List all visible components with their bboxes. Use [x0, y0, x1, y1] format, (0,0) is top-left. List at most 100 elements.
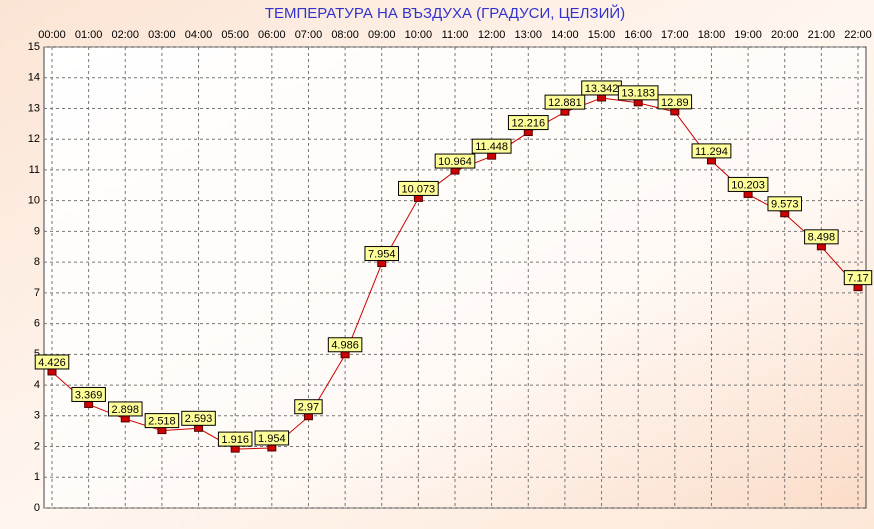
y-tick-label: 1 — [34, 471, 40, 483]
y-tick-label: 11 — [29, 164, 40, 176]
value-label: 7.17 — [847, 273, 868, 285]
marker — [84, 400, 94, 408]
y-tick-label: 3 — [34, 410, 40, 422]
marker — [670, 108, 680, 116]
value-label-box — [217, 431, 253, 447]
value-label-box — [434, 153, 476, 169]
value-label: 11.448 — [475, 141, 508, 153]
value-label-box — [71, 386, 106, 402]
value-label-box — [843, 270, 873, 286]
value-label: 13.342 — [585, 83, 619, 95]
marker — [816, 243, 826, 251]
value-label: 12.216 — [511, 117, 545, 129]
marker — [157, 427, 167, 435]
y-tick-label: 12 — [28, 133, 40, 145]
x-tick-label: 11:00 — [442, 29, 469, 41]
value-label-box — [767, 196, 802, 212]
y-tick-label: 2 — [34, 440, 40, 452]
value-label: 13.183 — [621, 88, 655, 100]
y-tick-label: 4 — [34, 379, 40, 391]
value-label-box — [294, 399, 323, 415]
marker — [487, 152, 497, 160]
x-tick-label: 19:00 — [734, 29, 762, 41]
value-label: 8.498 — [808, 232, 836, 244]
x-tick-label: 06:00 — [258, 29, 286, 41]
y-tick-label: 9 — [34, 225, 40, 237]
x-tick-label: 04:00 — [185, 29, 213, 41]
value-label: 2.97 — [298, 402, 319, 414]
value-label: 12.881 — [548, 97, 582, 109]
value-label: 10.073 — [402, 183, 436, 195]
value-label: 2.518 — [148, 416, 176, 428]
y-tick-label: 13 — [28, 102, 40, 114]
marker — [194, 424, 204, 432]
x-tick-label: 08:00 — [331, 29, 359, 41]
value-label-box — [727, 176, 769, 192]
x-tick-label: 10:00 — [405, 29, 433, 41]
x-tick-label: 07:00 — [295, 29, 323, 41]
value-label: 7.954 — [368, 248, 396, 260]
value-label: 4.986 — [331, 340, 359, 352]
value-label-box — [144, 413, 180, 429]
value-label-box — [254, 430, 290, 446]
y-tick-label: 5 — [34, 348, 40, 360]
value-label-box — [108, 401, 143, 417]
value-label-box — [398, 180, 439, 196]
y-tick-label: 10 — [28, 195, 40, 207]
value-label: 11.294 — [695, 146, 728, 158]
y-tick-label: 6 — [34, 318, 40, 330]
x-tick-label: 15:00 — [588, 29, 616, 41]
x-tick-label: 16:00 — [624, 29, 652, 41]
value-label-box — [804, 229, 839, 245]
value-label-box — [617, 85, 659, 101]
value-label-box — [657, 94, 693, 110]
value-label: 2.593 — [185, 413, 213, 425]
value-label: 12.89 — [661, 97, 689, 109]
x-tick-label: 14:00 — [551, 29, 579, 41]
value-label: 9.573 — [771, 199, 799, 211]
x-tick-label: 22:00 — [844, 29, 872, 41]
chart-title: ТЕМПЕРАТУРА НА ВЪЗДУХА (ГРАДУСИ, ЦЕЛЗИЙ) — [265, 4, 625, 22]
value-label: 1.954 — [258, 433, 286, 445]
marker — [560, 108, 570, 116]
value-label: 4.426 — [38, 357, 66, 369]
y-tick-label: 8 — [34, 256, 40, 268]
x-tick-label: 01:00 — [75, 29, 103, 41]
marker — [743, 190, 753, 198]
y-tick-label: 0 — [34, 502, 40, 514]
value-label-box — [691, 143, 732, 159]
value-label: 10.964 — [438, 156, 472, 168]
marker — [377, 260, 387, 268]
marker — [230, 445, 240, 453]
marker — [47, 368, 57, 376]
x-tick-label: 21:00 — [808, 29, 836, 41]
marker — [523, 129, 533, 137]
value-label-box — [471, 138, 512, 154]
x-tick-label: 18:00 — [698, 29, 726, 41]
x-tick-label: 17:00 — [661, 29, 689, 41]
x-tick-label: 20:00 — [771, 29, 799, 41]
marker — [853, 284, 863, 292]
value-label: 2.898 — [112, 404, 140, 416]
value-label-box — [507, 115, 549, 131]
marker — [706, 157, 716, 165]
x-tick-label: 12:00 — [478, 29, 506, 41]
y-tick-label: 14 — [28, 72, 40, 84]
x-tick-label: 00:00 — [38, 29, 66, 41]
y-tick-label: 7 — [34, 287, 40, 299]
x-tick-label: 09:00 — [368, 29, 396, 41]
marker — [340, 351, 350, 359]
marker — [780, 210, 790, 218]
marker — [267, 444, 277, 452]
marker — [633, 99, 643, 107]
marker — [413, 194, 423, 202]
marker — [597, 94, 607, 102]
value-label-box — [544, 94, 586, 110]
value-label-box — [327, 337, 363, 353]
x-tick-label: 03:00 — [148, 29, 176, 41]
value-label-box — [181, 410, 216, 426]
x-tick-label: 02:00 — [112, 29, 140, 41]
y-tick-label: 15 — [28, 41, 40, 53]
marker — [303, 413, 313, 421]
